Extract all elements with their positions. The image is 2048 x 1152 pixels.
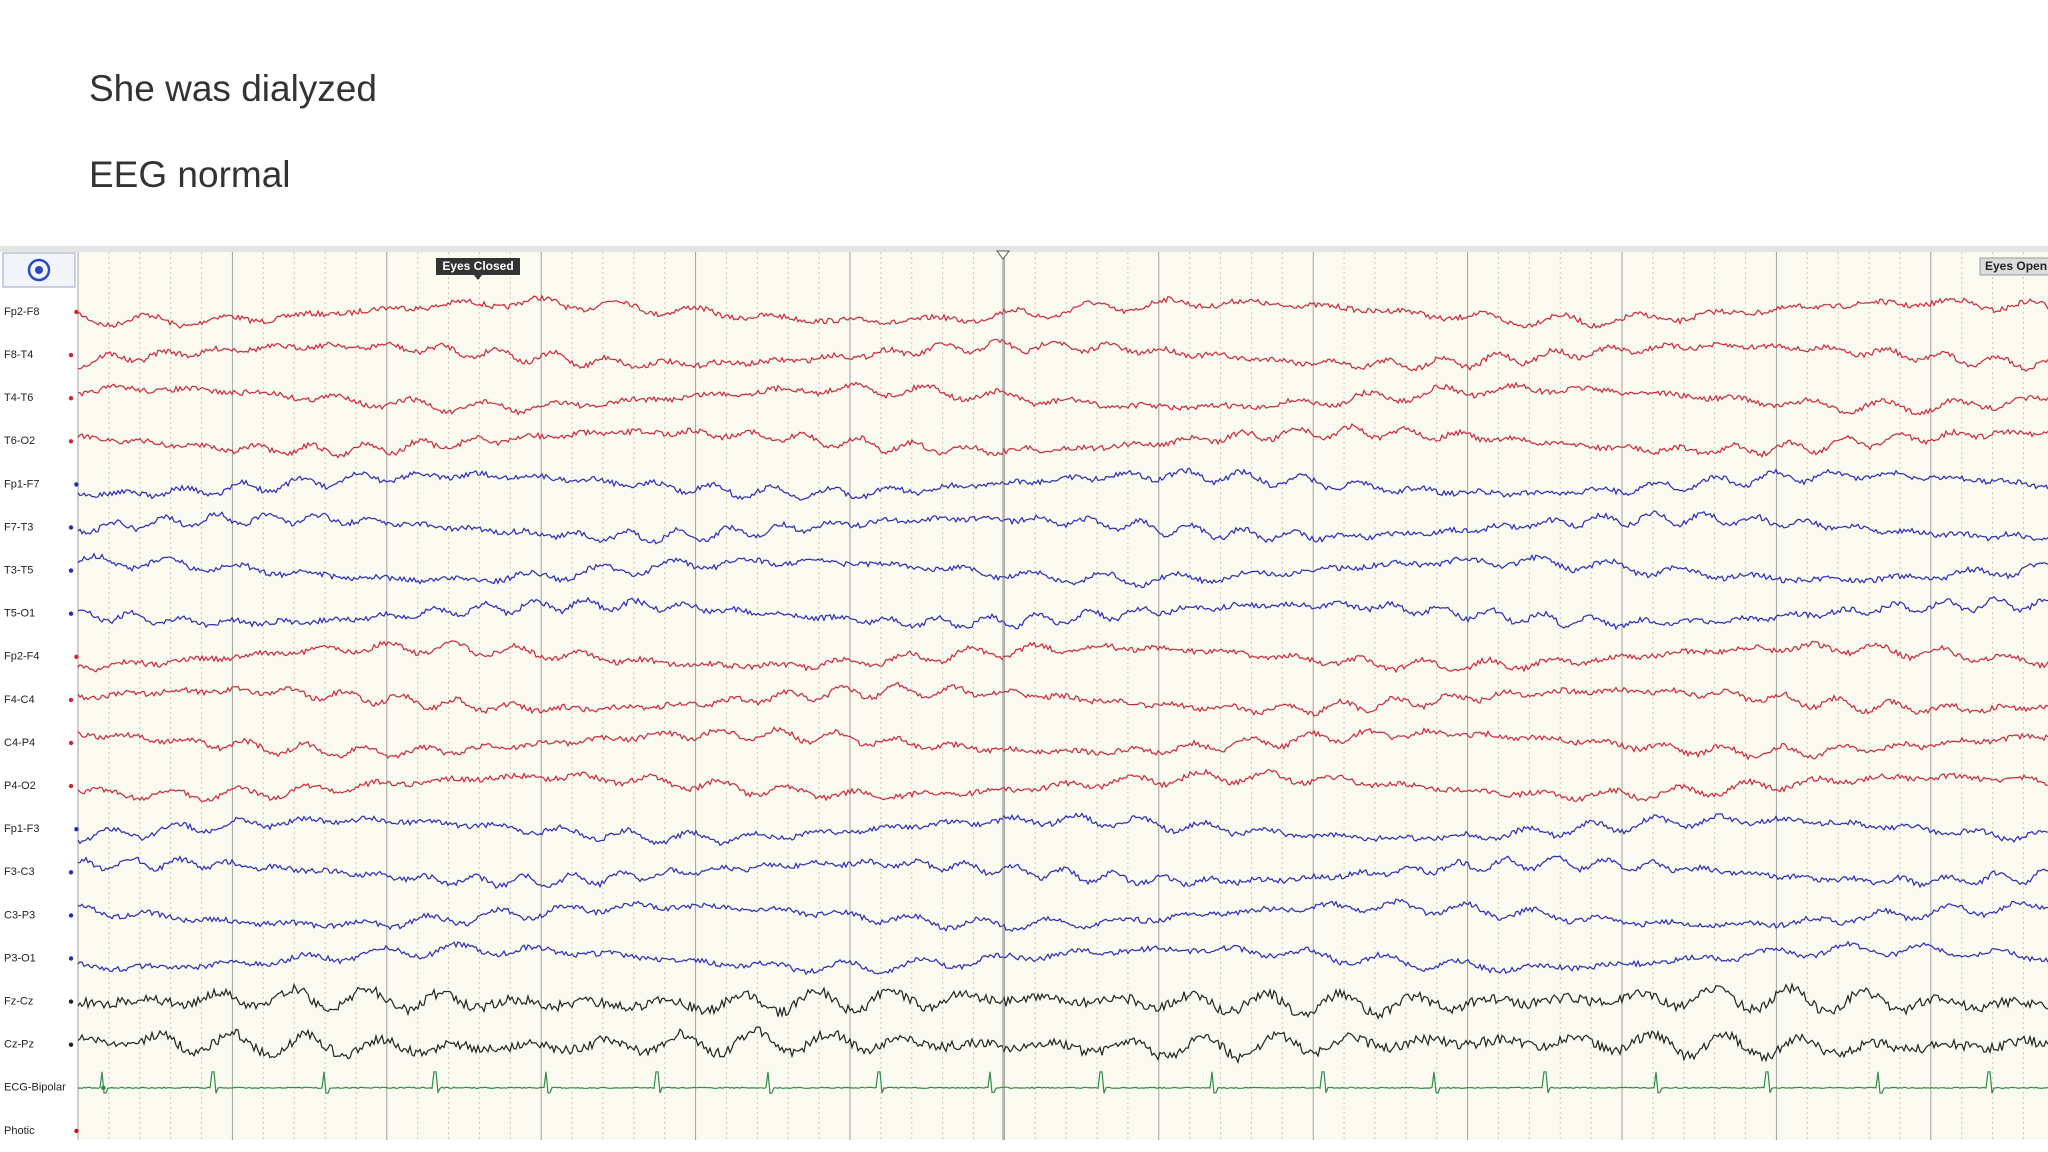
channel-label: Photic (4, 1125, 35, 1137)
channel-label: Cz-Pz (4, 1039, 34, 1051)
annotation: Eyes Open (1985, 259, 2047, 273)
eeg-trace (77, 338, 2048, 373)
channel-dot (74, 654, 79, 659)
eeg-trace (77, 768, 2048, 803)
target-icon (27, 258, 51, 282)
annotation-box (1979, 257, 2048, 276)
channel-label: F8-T4 (4, 349, 33, 361)
channel-dot (74, 1128, 79, 1134)
channel-dot (101, 1085, 106, 1090)
channel-label: Fp2-F8 (4, 306, 39, 318)
eeg-trace (77, 294, 2048, 329)
channel-label: ECG-Bipolar (4, 1082, 66, 1094)
top-bar (0, 246, 2048, 252)
channel-dot (68, 870, 74, 875)
annotation-pointer (474, 275, 482, 280)
channel-dot (74, 309, 79, 315)
channel-dot (74, 482, 79, 487)
channel-dot (68, 439, 74, 444)
channel-label: T3-T5 (4, 565, 33, 577)
channel-dot (68, 396, 74, 401)
annotation-box (436, 258, 520, 275)
grid (77, 252, 2024, 1140)
channel-label: P4-O2 (4, 780, 36, 792)
eeg-trace (77, 381, 2048, 416)
eeg-trace (77, 596, 2048, 631)
channel-dot (68, 525, 74, 530)
channel-dot (68, 783, 74, 789)
channel-label: F4-C4 (4, 694, 35, 706)
channel-dot (68, 740, 74, 746)
channel-label: C4-P4 (4, 737, 35, 749)
channel-dot (68, 956, 74, 961)
eeg-trace (77, 640, 2048, 674)
eeg-trace (77, 552, 2048, 589)
channel-label: P3-O1 (4, 952, 36, 964)
channel-dot (68, 913, 74, 918)
eeg-trace (77, 898, 2048, 933)
channel-dot (68, 611, 74, 616)
eeg-trace (77, 422, 2048, 459)
slide-text: EEG normal (89, 154, 291, 195)
channel-label: T6-O2 (4, 435, 35, 447)
channel-label: T4-T6 (4, 392, 33, 404)
eeg-trace (77, 940, 2048, 976)
eeg-viewer: Eyes Closed Eyes Open Fp2-F8 F8-T4 T4-T6 T6… (0, 246, 2048, 1140)
annotation: Eyes Closed (442, 259, 513, 273)
channel-dot (68, 697, 74, 703)
label-column (0, 252, 78, 1140)
channel-label: C3-P3 (4, 909, 35, 921)
eeg-trace (77, 982, 2048, 1020)
eeg-background (0, 246, 2048, 1140)
channel-dot (68, 352, 74, 358)
channel-label: Fp1-F3 (4, 823, 39, 835)
channel-label: Fz-Cz (4, 996, 33, 1008)
cursor-marker (996, 250, 1010, 260)
traces (77, 294, 2048, 1095)
eeg-trace (77, 1026, 2048, 1065)
channel-label: T5-O1 (4, 608, 35, 620)
slide-text: She was dialyzed (89, 68, 377, 109)
eeg-trace (77, 1071, 2048, 1095)
eeg-trace (77, 681, 2048, 717)
eeg-trace (77, 855, 2048, 889)
eeg-trace (77, 812, 2048, 847)
channel-label: F3-C3 (4, 866, 35, 878)
channel-dot (74, 827, 79, 832)
channel-dot (68, 999, 74, 1004)
channel-label: Fp1-F7 (4, 478, 39, 490)
channel-dot (68, 1042, 74, 1047)
eeg-trace (77, 510, 2048, 545)
channel-label: Fp2-F4 (4, 651, 39, 663)
channel-dot (68, 568, 74, 573)
eeg-trace (77, 726, 2048, 761)
eeg-trace (77, 467, 2048, 501)
target-icon (35, 266, 43, 274)
channel-label: F7-T3 (4, 521, 33, 533)
